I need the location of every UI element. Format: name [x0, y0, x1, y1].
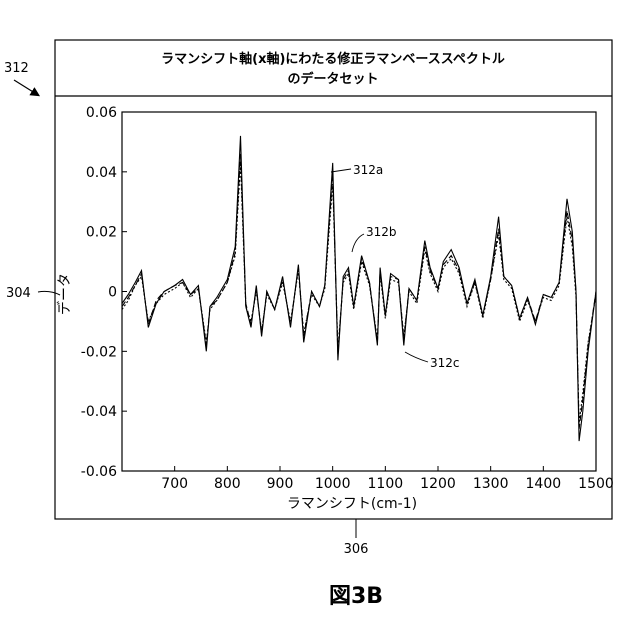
x-tick-label: 1300: [473, 476, 509, 492]
series-leader-312a: [331, 169, 351, 172]
x-tick-label: 1100: [368, 476, 404, 492]
x-axis-label: ラマンシフト(cm-1): [287, 496, 417, 512]
y-tick-label: 0.04: [86, 165, 117, 181]
series-label-312a: 312a: [353, 163, 383, 177]
y-tick-label: 0.02: [86, 225, 117, 241]
chart-title-line1: ラマンシフト軸(x軸)にわたる修正ラマンベーススペクトル: [161, 51, 505, 67]
series-label-312b: 312b: [366, 225, 397, 239]
series-leader-312b: [352, 234, 364, 252]
y-tick-label: 0: [108, 285, 117, 301]
ref-box-label: 312: [4, 61, 29, 76]
y-tick-label: 0.06: [86, 105, 117, 121]
ref-box-arrow: [14, 80, 38, 95]
y-axis-label: データ: [56, 273, 73, 315]
axis-ticks: 700 800 900 1000 1100 1200 1300 1400 1500 0.06 0.0…: [81, 105, 614, 492]
chart-title-line2: のデータセット: [287, 71, 378, 87]
y-tick-label: -0.04: [81, 404, 117, 420]
ref-xaxis-label: 306: [344, 542, 369, 557]
series-leader-312c: [405, 352, 428, 362]
x-tick-label: 700: [161, 476, 188, 492]
x-tick-label: 800: [214, 476, 241, 492]
series-label-312c: 312c: [430, 356, 460, 370]
x-tick-label: 900: [267, 476, 294, 492]
y-tick-label: -0.02: [81, 344, 117, 360]
figure-caption: 図3B: [329, 584, 383, 609]
series-line-312a: [122, 136, 596, 441]
x-tick-label: 1000: [315, 476, 351, 492]
x-tick-label: 1500: [578, 476, 614, 492]
x-tick-label: 1400: [526, 476, 562, 492]
series-layer: [122, 136, 596, 441]
ref-yaxis-label: 304: [6, 286, 31, 301]
x-tick-label: 1200: [420, 476, 456, 492]
y-tick-label: -0.06: [81, 464, 117, 480]
